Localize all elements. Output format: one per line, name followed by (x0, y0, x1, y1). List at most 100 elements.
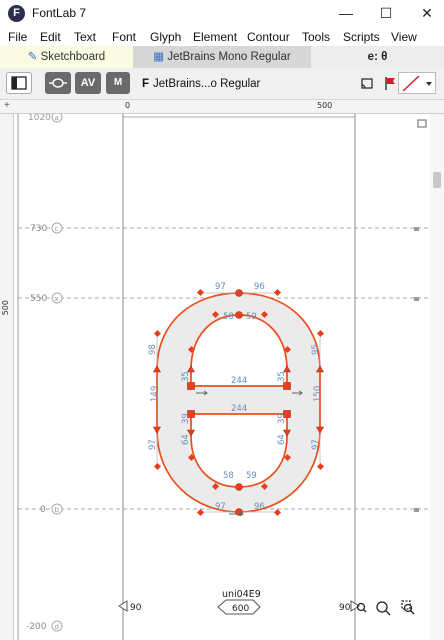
tab-label: e: θ (367, 51, 388, 63)
measure-label: 39 (181, 413, 191, 424)
vertical-ruler[interactable]: 500 (0, 114, 14, 640)
contour-nodes[interactable] (152, 289, 325, 516)
zoom-in-icon[interactable] (356, 602, 367, 613)
bug-icon (49, 78, 67, 88)
right-sidebearing-handle[interactable] (350, 600, 360, 612)
panel-icon (11, 76, 27, 90)
maximize-button[interactable]: ☐ (379, 5, 393, 21)
menu-glyph[interactable]: Glyph (150, 30, 182, 44)
horizontal-ruler[interactable]: + 0 500 (0, 100, 444, 114)
menu-element[interactable]: Element (193, 30, 238, 44)
zoom-fit-icon[interactable] (401, 600, 415, 615)
node-tangent (282, 365, 292, 373)
lock-icon (414, 508, 419, 512)
measure-label: 59 (246, 312, 257, 322)
measure-label: 96 (254, 502, 265, 512)
measure-label: 35 (181, 371, 191, 382)
advance-width-value[interactable]: 600 (232, 604, 249, 614)
node-tangent (315, 365, 325, 373)
lock-icon (414, 227, 419, 231)
metric-tag-circle (51, 114, 63, 123)
right-sidebearing-value[interactable]: 90 (339, 603, 351, 613)
measure-label: 64 (181, 434, 191, 445)
menu-scripts[interactable]: Scripts (343, 30, 380, 44)
glyph-name-label: uni04E9 (222, 589, 261, 600)
measure-label: 58 (223, 312, 234, 322)
font-name-label[interactable]: JetBrains...o Regular (153, 78, 261, 90)
cast-icon[interactable] (360, 77, 374, 91)
tab-font[interactable]: ▦ JetBrains Mono Regular (133, 46, 311, 68)
left-sidebearing-handle[interactable] (118, 600, 128, 612)
node-top (235, 289, 243, 297)
metric-value-label: 1020 (28, 114, 51, 123)
measure-label: 97 (148, 439, 158, 450)
tab-label: Sketchboard (40, 51, 106, 63)
menu-tools[interactable]: Tools (302, 30, 331, 44)
measure-label: 35 (277, 371, 287, 382)
node-tangent (186, 429, 196, 437)
direction-arrows (196, 390, 303, 517)
metric-tag-circle (51, 503, 63, 515)
metric-tag-circle (51, 620, 63, 632)
kerning-button[interactable]: AV (75, 72, 101, 94)
node-bar (187, 410, 195, 418)
menu-text[interactable]: Text (74, 30, 97, 44)
measure-label: 149 (150, 386, 160, 402)
offcurve-points[interactable] (153, 288, 325, 517)
measure-label: 97 (215, 282, 226, 292)
glyph-outer-contour[interactable] (156, 292, 321, 513)
measure-label: 244 (231, 404, 247, 414)
metric-value-label: 0 (40, 505, 46, 515)
zoom-icon[interactable] (376, 601, 391, 616)
menu-edit[interactable]: Edit (40, 30, 61, 44)
metric-tag-label: c (55, 225, 59, 233)
measure-label: 97 (215, 502, 226, 512)
metrics-button[interactable]: M (106, 72, 130, 94)
metric-lock-icons (414, 227, 419, 512)
close-button[interactable]: ✕ (421, 5, 433, 21)
title-bar: F FontLab 7 — ☐ ✕ (0, 0, 444, 28)
node-bar (283, 410, 291, 418)
color-dropdown[interactable] (398, 72, 436, 94)
tab-label: JetBrains Mono Regular (167, 51, 291, 63)
node-tangent (282, 429, 292, 437)
tab-glyph[interactable]: e: θ (311, 46, 444, 68)
vertical-scrollbar[interactable] (430, 114, 444, 640)
menu-view[interactable]: View (391, 30, 417, 44)
window-title: FontLab 7 (32, 6, 87, 20)
flag-icon[interactable] (383, 76, 397, 91)
node-bar (187, 382, 195, 390)
glyph-editor-svg[interactable]: 1020 a 730 c 550 x 0 b -200 d (14, 114, 430, 640)
measure-label: 97 (311, 439, 321, 450)
metric-value-label: 730 (30, 224, 47, 234)
measure-label: 59 (246, 471, 257, 481)
advance-width-field[interactable] (217, 599, 261, 615)
menu-file[interactable]: File (8, 30, 28, 44)
metric-tag-circle (51, 222, 63, 234)
menu-contour[interactable]: Contour (247, 30, 290, 44)
tab-sketchboard[interactable]: ✎ Sketchboard (0, 46, 133, 68)
glyph-canvas[interactable]: 1020 a 730 c 550 x 0 b -200 d (14, 114, 430, 640)
measure-label: 244 (231, 376, 247, 386)
glyph-info-icon[interactable] (417, 119, 427, 128)
metric-value-label: 550 (30, 294, 47, 304)
node-inner-top (235, 311, 243, 319)
measure-label: 64 (277, 434, 287, 445)
glyph-sketch-button[interactable] (45, 72, 71, 94)
ruler-tick: 0 (125, 101, 131, 110)
metric-tag-label: b (55, 506, 60, 514)
node-bar (283, 382, 291, 390)
sidebar-toggle-button[interactable] (6, 72, 32, 94)
menu-font[interactable]: Font (112, 30, 137, 44)
scrollbar-thumb[interactable] (433, 172, 441, 188)
left-sidebearing-value[interactable]: 90 (130, 603, 142, 613)
minimize-button[interactable]: — (339, 5, 353, 21)
measurement-labels: 97 96 58 59 98 149 97 95 150 97 35 35 39… (148, 282, 323, 512)
node-tangent (152, 365, 162, 373)
measure-label: 98 (148, 344, 158, 355)
measure-label: 39 (277, 413, 287, 424)
lock-icon (414, 297, 419, 301)
grid-icon: ▦ (153, 51, 165, 63)
node-tangent (186, 365, 196, 373)
node-inner-bottom (235, 483, 243, 491)
